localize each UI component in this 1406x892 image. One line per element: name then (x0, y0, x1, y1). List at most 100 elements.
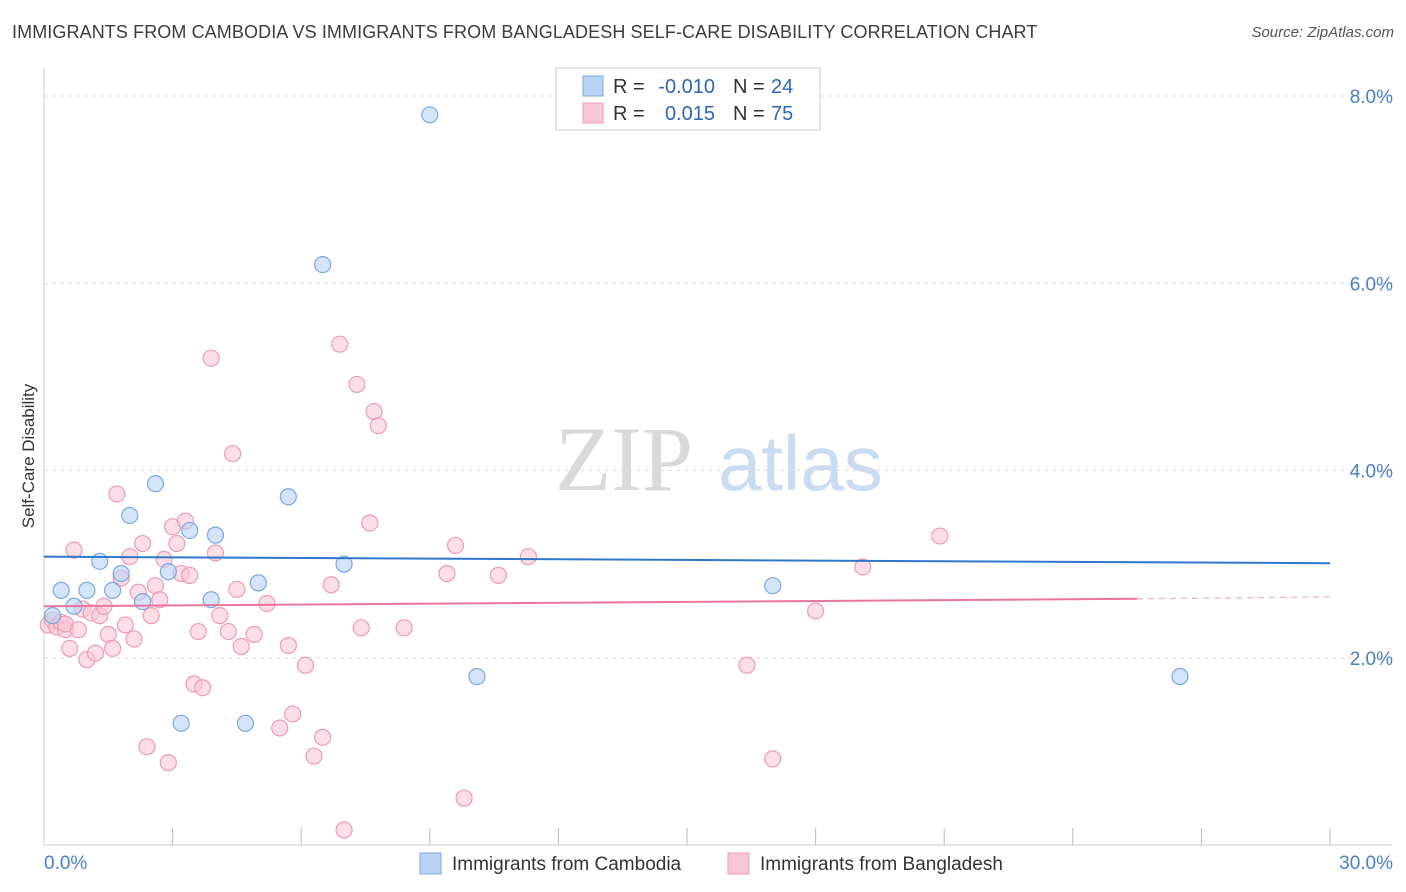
bangladesh-point (108, 485, 126, 503)
bangladesh-point (296, 656, 315, 674)
bangladesh-point (138, 738, 156, 756)
cambodia-point (236, 714, 255, 732)
legend-n-label-cambodia: N = (733, 76, 765, 98)
cambodia-point (159, 563, 177, 581)
bangladesh-point (86, 644, 105, 662)
x-tick-label-max: 30.0% (1339, 853, 1393, 874)
bangladesh-point (361, 514, 379, 532)
legend-swatch-cambodia (582, 75, 604, 97)
bangladesh-point (228, 580, 246, 599)
cambodia-point (335, 555, 353, 573)
y-tick-label: 4.0% (1350, 462, 1393, 483)
bangladesh-point (103, 639, 122, 658)
bangladesh-point (279, 637, 297, 655)
bangladesh-point (322, 576, 340, 594)
bangladesh-point (489, 566, 507, 584)
bangladesh-point (151, 591, 169, 609)
correlation-legend: R = -0.010 N = 24 R = 0.015 N = 75 (555, 67, 821, 131)
bottom-legend-label-bangladesh: Immigrants from Bangladesh (760, 854, 1003, 875)
y-tick-label: 2.0% (1350, 649, 1393, 670)
cambodia-point (764, 577, 782, 595)
series-legend: Immigrants from Cambodia Immigrants from… (419, 852, 1003, 875)
bottom-legend-label-cambodia: Immigrants from Cambodia (452, 854, 682, 875)
bangladesh-point (369, 417, 387, 435)
bangladesh-point (69, 621, 87, 639)
bangladesh-point (61, 639, 79, 658)
cambodia-point (172, 714, 190, 732)
cambodia-point (78, 581, 96, 599)
bangladesh-point (348, 375, 366, 394)
cambodia-point (1171, 667, 1189, 686)
bangladesh-point (352, 619, 370, 637)
grid-lines (44, 95, 1392, 659)
bangladesh-point (142, 607, 160, 625)
bottom-legend-swatch-bangladesh (727, 852, 750, 875)
bangladesh-point (446, 536, 465, 555)
cambodia-point (112, 564, 130, 583)
cambodia-point (121, 506, 139, 525)
bangladesh-point (65, 541, 83, 559)
cambodia-point (468, 667, 486, 686)
bangladesh-point (232, 637, 250, 656)
bangladesh-point (189, 622, 207, 641)
bangladesh-point (305, 747, 323, 765)
bangladesh-point (335, 821, 353, 839)
bangladesh-point (331, 335, 349, 353)
bangladesh-point (202, 349, 220, 367)
legend-n-label-bangladesh: N = (733, 103, 765, 125)
cambodia-point (314, 255, 332, 274)
bangladesh-point (159, 754, 177, 772)
legend-n-value-cambodia: 24 (771, 76, 793, 98)
watermark-zip: ZIP (555, 408, 693, 510)
trend-line-bangladesh-extrapolated (1137, 596, 1331, 600)
cambodia-point (421, 106, 439, 124)
bangladesh-point (314, 728, 332, 746)
trend-lines (43, 555, 1331, 608)
cambodia-point (202, 591, 220, 609)
bottom-legend-swatch-cambodia (419, 852, 442, 875)
legend-r-value-cambodia: -0.010 (658, 76, 715, 98)
bangladesh-point (271, 719, 289, 737)
x-tick-label-min: 0.0% (44, 853, 87, 874)
y-tick-label: 8.0% (1350, 87, 1393, 108)
cambodia-point (146, 475, 165, 493)
cambodia-point (279, 488, 297, 506)
bangladesh-point (116, 616, 135, 634)
chart-title: IMMIGRANTS FROM CAMBODIA VS IMMIGRANTS F… (12, 22, 1038, 42)
cambodia-point (133, 593, 152, 611)
bangladesh-point (125, 630, 143, 648)
bangladesh-point (854, 558, 872, 576)
bangladesh-point (455, 789, 473, 807)
cambodia-point (91, 552, 109, 570)
bangladesh-point (519, 548, 537, 566)
bangladesh-point (738, 656, 756, 674)
bangladesh-point (245, 625, 263, 643)
legend-n-value-bangladesh: 75 (771, 103, 793, 125)
bangladesh-point (395, 619, 413, 637)
chart-source: Source: ZipAtlas.com (1251, 24, 1394, 41)
bangladesh-point (438, 564, 456, 583)
y-tick-label: 6.0% (1350, 274, 1393, 295)
legend-swatch-bangladesh (582, 102, 604, 124)
x-ticks (172, 828, 1331, 845)
bangladesh-point (133, 534, 152, 553)
cambodia-point (206, 526, 225, 544)
cambodia-point (52, 581, 70, 599)
bangladesh-point (168, 534, 186, 553)
bangladesh-point (284, 705, 302, 723)
cambodia-point (43, 607, 62, 625)
legend-r-label-cambodia: R = (613, 76, 645, 98)
bangladesh-point (181, 566, 199, 584)
legend-r-label-bangladesh: R = (613, 103, 645, 125)
watermark-atlas: atlas (718, 419, 883, 507)
bangladesh-point (211, 607, 229, 625)
bangladesh-point (224, 445, 242, 463)
cambodia-point (249, 574, 267, 592)
bangladesh-point (931, 527, 949, 545)
bangladesh-point (764, 750, 782, 768)
trend-line-bangladesh (43, 597, 1138, 608)
bangladesh-point (258, 594, 276, 613)
trend-line-cambodia (43, 555, 1331, 565)
y-axis-title: Self-Care Disability (19, 383, 38, 528)
